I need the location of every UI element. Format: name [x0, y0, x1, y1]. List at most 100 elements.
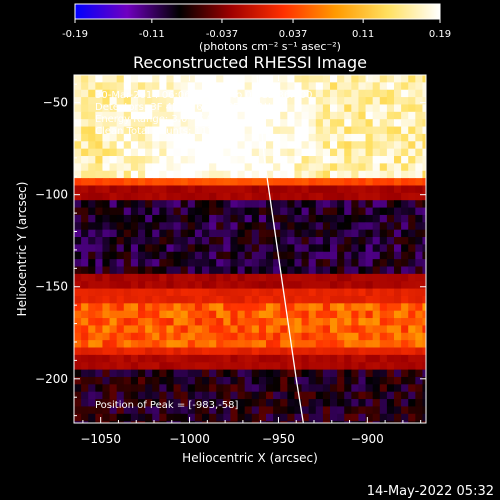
- heatmap-cell: [74, 369, 82, 378]
- heatmap-cell: [365, 332, 374, 341]
- heatmap-cell: [358, 185, 367, 194]
- heatmap-cell: [337, 163, 345, 172]
- heatmap-cell: [145, 251, 153, 260]
- heatmap-cell: [116, 97, 125, 105]
- heatmap-cell: [308, 111, 317, 120]
- heatmap-cell: [81, 376, 89, 385]
- heatmap-cell: [187, 222, 196, 231]
- heatmap-cell: [166, 347, 175, 356]
- heatmap-cell: [266, 222, 274, 231]
- heatmap-cell: [330, 82, 338, 91]
- heatmap-cell: [81, 222, 89, 231]
- heatmap-cell: [344, 362, 352, 371]
- heatmap-cell: [74, 391, 82, 400]
- heatmap-cell: [394, 340, 402, 349]
- heatmap-cell: [266, 251, 274, 260]
- heatmap-cell: [95, 207, 103, 216]
- heatmap-cell: [95, 347, 103, 356]
- heatmap-cell: [230, 259, 239, 267]
- heatmap-cell: [351, 133, 359, 142]
- heatmap-cell: [287, 170, 295, 179]
- heatmap-cell: [280, 192, 288, 201]
- heatmap-cell: [81, 406, 89, 415]
- heatmap-cell: [88, 332, 96, 341]
- heatmap-cell: [202, 97, 210, 105]
- heatmap-cell: [280, 399, 288, 407]
- heatmap-cell: [280, 259, 288, 267]
- heatmap-cell: [166, 318, 175, 326]
- heatmap-cell: [209, 75, 217, 83]
- heatmap-cell: [152, 237, 160, 245]
- heatmap-cell: [187, 325, 196, 334]
- heatmap-cell: [123, 126, 132, 135]
- heatmap-cell: [81, 214, 89, 223]
- heatmap-cell: [308, 185, 317, 194]
- heatmap-cell: [322, 399, 331, 407]
- heatmap-cell: [88, 237, 96, 245]
- heatmap-cell: [95, 200, 103, 209]
- heatmap-cell: [152, 421, 160, 423]
- heatmap-cell: [273, 266, 281, 275]
- heatmap-cell: [244, 97, 253, 105]
- heatmap-cell: [322, 421, 331, 423]
- heatmap-cell: [152, 82, 160, 91]
- heatmap-cell: [81, 325, 89, 334]
- heatmap-cell: [351, 97, 359, 105]
- heatmap-cell: [209, 259, 217, 267]
- heatmap-cell: [315, 399, 324, 407]
- heatmap-cell: [102, 288, 111, 297]
- heatmap-cell: [344, 295, 352, 304]
- heatmap-cell: [202, 384, 210, 393]
- heatmap-cell: [81, 303, 89, 312]
- heatmap-cell: [322, 273, 331, 282]
- heatmap-cell: [116, 406, 125, 415]
- heatmap-cell: [130, 163, 139, 172]
- heatmap-cell: [145, 325, 153, 334]
- heatmap-cell: [415, 369, 423, 378]
- heatmap-cell: [173, 89, 182, 98]
- heatmap-cell: [337, 340, 345, 349]
- heatmap-cell: [109, 237, 118, 245]
- heatmap-cell: [415, 273, 423, 282]
- heatmap-cell: [301, 75, 310, 83]
- heatmap-cell: [273, 281, 281, 290]
- heatmap-cell: [322, 97, 331, 105]
- heatmap-cell: [273, 421, 281, 423]
- heatmap-cell: [130, 391, 139, 400]
- heatmap-cell: [422, 156, 426, 164]
- heatmap-cell: [237, 133, 246, 142]
- heatmap-cell: [123, 89, 132, 98]
- heatmap-cell: [322, 318, 331, 326]
- heatmap-cell: [109, 170, 118, 179]
- heatmap-cell: [294, 229, 303, 238]
- heatmap-cell: [88, 318, 96, 326]
- heatmap-cell: [394, 192, 402, 201]
- heatmap-cell: [166, 273, 175, 282]
- heatmap-cell: [244, 244, 253, 253]
- heatmap-cell: [301, 148, 310, 157]
- heatmap-cell: [102, 148, 111, 157]
- heatmap-cell: [408, 399, 416, 407]
- heatmap-cell: [237, 170, 246, 179]
- heatmap-cell: [145, 214, 153, 223]
- heatmap-cell: [209, 89, 217, 98]
- heatmap-cell: [95, 406, 103, 415]
- heatmap-cell: [159, 75, 167, 83]
- heatmap-cell: [394, 148, 402, 157]
- heatmap-cell: [138, 97, 146, 105]
- heatmap-cell: [102, 111, 111, 120]
- heatmap-cell: [194, 104, 203, 113]
- heatmap-cell: [237, 421, 246, 423]
- heatmap-cell: [386, 325, 395, 334]
- heatmap-cell: [244, 82, 253, 91]
- heatmap-cell: [244, 119, 253, 128]
- heatmap-cell: [408, 384, 416, 393]
- heatmap-cell: [372, 281, 381, 290]
- heatmap-cell: [130, 133, 139, 142]
- heatmap-cell: [379, 244, 388, 253]
- heatmap-cell: [330, 229, 338, 238]
- heatmap-cell: [81, 273, 89, 282]
- heatmap-cell: [95, 332, 103, 341]
- heatmap-cell: [194, 369, 203, 378]
- heatmap-cell: [251, 413, 260, 422]
